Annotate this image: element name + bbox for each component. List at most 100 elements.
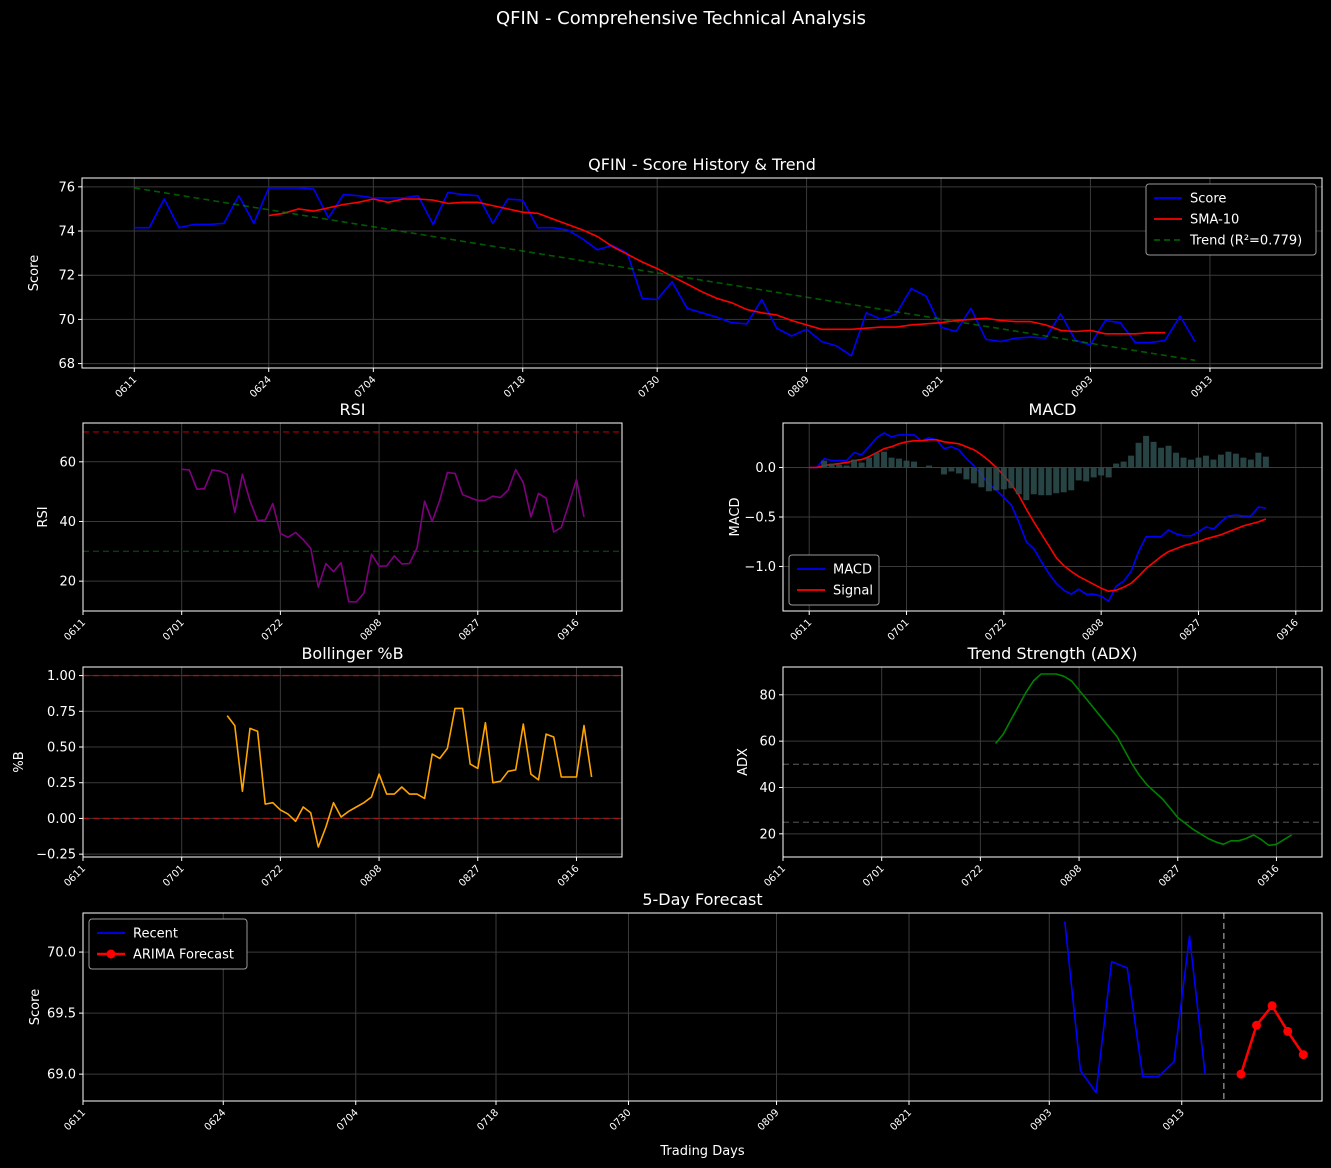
plot-area-adx: [994, 673, 1293, 847]
macd-histogram-bar: [1083, 467, 1090, 482]
macd-histogram-bar: [993, 467, 1000, 491]
y-tick-label: 69.0: [47, 1068, 76, 1083]
macd-histogram-bar: [1113, 463, 1120, 468]
legend-label: Trend (R²=0.779): [1189, 234, 1302, 249]
macd-histogram-bar: [940, 467, 947, 475]
y-axis-label: MACD: [728, 498, 743, 537]
macd-histogram-bar: [955, 467, 962, 474]
macd-histogram-bar: [896, 458, 903, 468]
macd-histogram-bar: [1202, 455, 1209, 468]
macd-histogram-bar: [873, 452, 880, 468]
forecast-point: [1236, 1069, 1246, 1079]
y-tick-label: 0.00: [47, 812, 76, 827]
panel-title: MACD: [1029, 400, 1077, 419]
panel-title: Bollinger %B: [301, 644, 403, 663]
legend: MACD Signal: [788, 554, 880, 606]
y-tick-label: 0.0: [755, 461, 776, 476]
axes-frame: [82, 912, 1323, 1102]
macd-histogram-bar: [881, 451, 888, 468]
y-tick-label: 80: [759, 688, 776, 703]
plot-area-macd: [806, 432, 1269, 602]
y-tick-label: 20: [759, 827, 776, 842]
y-tick-label: 0.75: [47, 705, 76, 720]
y-tick-label: 74: [58, 225, 75, 240]
macd-histogram-bar: [1090, 467, 1097, 478]
y-tick-label: 70: [58, 313, 75, 328]
macd-histogram-bar: [978, 467, 985, 488]
y-axis-label: ADX: [736, 748, 751, 776]
y-tick-label: 68: [58, 357, 75, 372]
y-axis-label: Score: [28, 989, 43, 1025]
macd-histogram-bar: [925, 465, 932, 468]
macd-histogram-bar: [1143, 435, 1150, 468]
y-tick-label: 69.5: [47, 1007, 76, 1022]
macd-histogram-bar: [843, 465, 850, 468]
y-tick-label: 60: [759, 735, 776, 750]
macd-histogram-bar: [1150, 441, 1157, 468]
y-tick-label: 20: [59, 575, 76, 590]
legend-marker: [106, 949, 116, 959]
macd-histogram-bar: [963, 467, 970, 480]
y-axis-label: %B: [12, 751, 27, 772]
y-tick-label: −1.0: [744, 560, 776, 575]
series-line-adx: [994, 673, 1293, 847]
forecast-point: [1267, 1001, 1277, 1011]
macd-histogram-bar: [1247, 459, 1254, 468]
legend-box: [788, 554, 880, 606]
axes-frame: [82, 666, 623, 858]
panel-title: QFIN - Score History & Trend: [588, 155, 816, 174]
macd-histogram-bar: [1000, 467, 1007, 490]
macd-histogram-bar: [866, 457, 873, 468]
macd-histogram-bar: [903, 460, 910, 468]
legend-label: ARIMA Forecast: [133, 948, 234, 963]
macd-histogram-bar: [1158, 447, 1165, 468]
series-line-rsi: [181, 468, 585, 603]
macd-histogram-bar: [911, 461, 918, 468]
macd-histogram-bar: [1060, 467, 1067, 493]
y-tick-label: 40: [59, 515, 76, 530]
macd-histogram-bar: [1232, 453, 1239, 468]
legend-label: Signal: [833, 584, 873, 599]
axes-frame: [81, 177, 1323, 369]
legend-label: MACD: [833, 563, 872, 578]
legend-label: Score: [1190, 192, 1226, 207]
macd-histogram-bar: [1068, 467, 1075, 491]
figure-suptitle: QFIN - Comprehensive Technical Analysis: [496, 8, 866, 29]
series-line--b: [226, 707, 593, 848]
macd-histogram-bar: [806, 467, 813, 469]
macd-histogram-bar: [1008, 467, 1015, 489]
legend: Recent ARIMA Forecast: [88, 918, 248, 970]
macd-histogram-bar: [1120, 461, 1127, 468]
macd-histogram-bar: [851, 459, 858, 468]
macd-histogram-bar: [1038, 467, 1045, 496]
macd-histogram-bar: [836, 464, 843, 468]
macd-histogram-bar: [813, 467, 820, 469]
y-tick-label: −0.25: [36, 848, 76, 863]
macd-histogram-bar: [1075, 467, 1082, 481]
macd-histogram-bar: [888, 457, 895, 468]
forecast-point: [1298, 1050, 1308, 1060]
series-line-trend-r-0-779-: [134, 187, 1196, 362]
panel-title: Trend Strength (ADX): [967, 644, 1138, 663]
series-line-score: [134, 187, 1196, 357]
legend-box: [88, 918, 248, 970]
macd-histogram-bar: [985, 467, 992, 492]
legend-label: Recent: [133, 927, 178, 942]
macd-histogram-bar: [1187, 459, 1194, 468]
macd-histogram-bar: [1045, 467, 1052, 496]
legend-label: SMA-10: [1190, 213, 1239, 228]
y-tick-label: 40: [759, 781, 776, 796]
macd-histogram-bar: [1030, 467, 1037, 495]
forecast-point: [1283, 1026, 1293, 1036]
macd-histogram-bar: [1135, 442, 1142, 468]
macd-histogram-bar: [918, 467, 925, 469]
plot-area-rsi: [181, 468, 585, 603]
macd-histogram-bar: [1053, 467, 1060, 494]
axes-frame: [82, 422, 623, 612]
forecast-point: [1252, 1020, 1262, 1030]
y-tick-label: 0.50: [47, 741, 76, 756]
series-line-sma-10: [268, 198, 1166, 335]
